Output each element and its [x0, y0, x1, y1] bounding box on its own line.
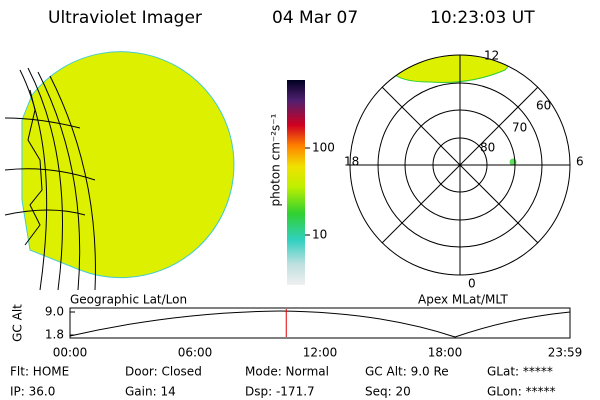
geo-label: Geographic Lat/Lon	[70, 293, 187, 307]
polar-label: Apex MLat/MLT	[418, 293, 508, 307]
lat-label: 80	[480, 141, 495, 155]
status-field: IP: 36.0	[10, 385, 55, 399]
colorbar	[287, 80, 305, 285]
alt-plot-frame	[69, 307, 571, 339]
alt-ylabel: GC Alt	[11, 304, 25, 342]
alt-xtick-label: 18:00	[428, 346, 463, 360]
date: 04 Mar 07	[272, 8, 358, 28]
status-field: Door: Closed	[125, 365, 202, 379]
alt-curve	[69, 310, 571, 338]
polar-plot: 12 6 0 18 60 70 80	[344, 49, 584, 291]
alt-xtick-label: 00:00	[53, 346, 88, 360]
status-field: Dsp: -171.7	[245, 385, 315, 399]
alt-ytick-label: 9.0	[45, 305, 64, 319]
colorbar-label: photon cm⁻²s⁻¹	[269, 113, 283, 206]
time: 10:23:03 UT	[430, 8, 535, 28]
status-field: Flt: HOME	[10, 365, 69, 379]
alt-xtick-label: 12:00	[303, 346, 338, 360]
status-field: GC Alt: 9.0 Re	[365, 365, 449, 379]
mlt-label: 12	[484, 49, 499, 63]
lat-label: 60	[536, 99, 551, 113]
colorbar-tick-label: 10	[312, 228, 327, 242]
status-field: Seq: 20	[365, 385, 411, 399]
mlt-label: 18	[344, 155, 359, 169]
colorbar-tick-label: 100	[312, 141, 335, 155]
alt-xtick-label: 23:59	[548, 346, 583, 360]
mlt-label: 6	[576, 155, 584, 169]
alt-ytick-label: 1.8	[45, 328, 64, 342]
status-field: GLat: *****	[487, 365, 553, 379]
lat-label: 70	[512, 121, 527, 135]
status-field: Mode: Normal	[245, 365, 329, 379]
geo-image	[4, 51, 235, 291]
alt-xtick-label: 06:00	[178, 346, 213, 360]
mlt-label: 0	[468, 277, 476, 291]
status-field: Gain: 14	[125, 385, 176, 399]
title: Ultraviolet Imager	[48, 8, 202, 28]
status-field: GLon: *****	[487, 385, 556, 399]
